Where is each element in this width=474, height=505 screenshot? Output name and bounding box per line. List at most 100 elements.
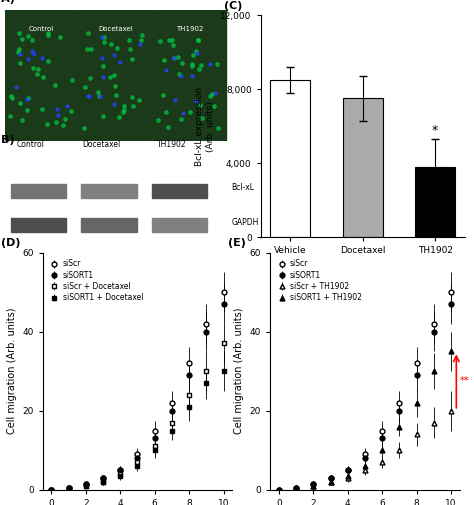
Point: [6, 112, 14, 120]
Point: [100, 113, 107, 121]
Point: [177, 72, 185, 80]
Point: [126, 36, 133, 44]
Text: (D): (D): [1, 238, 20, 248]
Point: [137, 36, 145, 44]
Bar: [11, 219, 66, 232]
Point: [83, 44, 91, 53]
Point: [117, 58, 124, 66]
Point: [14, 48, 21, 56]
Point: [154, 116, 162, 124]
Point: [64, 102, 71, 110]
Point: [81, 124, 88, 132]
Point: [24, 32, 31, 40]
Point: [175, 70, 183, 78]
Text: TH1902: TH1902: [157, 140, 187, 149]
Point: [177, 115, 185, 123]
Point: [189, 72, 196, 80]
Legend: siScr, siSORT1, siScr + TH1902, siSORT1 + TH1902: siScr, siSORT1, siScr + TH1902, siSORT1 …: [274, 257, 365, 306]
Point: [129, 102, 137, 110]
Bar: [81, 219, 137, 232]
Point: [8, 92, 15, 100]
Y-axis label: Bcl-xL expression
(Arb. units): Bcl-xL expression (Arb. units): [195, 87, 215, 166]
Text: Control: Control: [17, 140, 45, 149]
Point: [168, 36, 175, 44]
Y-axis label: Cell migration (Arb. units): Cell migration (Arb. units): [234, 308, 244, 434]
Point: [110, 99, 118, 108]
Point: [193, 48, 201, 57]
Point: [113, 43, 121, 52]
Point: [59, 121, 67, 129]
Point: [86, 74, 93, 82]
Point: [33, 70, 40, 78]
Point: [192, 97, 200, 105]
Point: [208, 90, 215, 98]
Point: [162, 66, 170, 74]
Point: [119, 109, 127, 117]
Bar: [81, 184, 137, 198]
Bar: [153, 10, 226, 141]
Point: [135, 95, 143, 104]
Point: [55, 111, 62, 119]
Point: [16, 50, 24, 59]
Point: [172, 96, 179, 104]
Point: [24, 95, 31, 104]
Point: [67, 108, 74, 116]
Point: [53, 118, 60, 126]
Point: [207, 92, 214, 100]
Point: [192, 47, 200, 56]
Point: [187, 108, 194, 116]
Point: [159, 91, 167, 99]
Text: (B): (B): [0, 135, 14, 144]
Text: Docetaxel: Docetaxel: [82, 140, 120, 149]
Text: Docetaxel: Docetaxel: [98, 26, 133, 32]
Point: [84, 29, 91, 37]
Point: [53, 105, 61, 113]
Text: (C): (C): [224, 1, 242, 11]
Point: [39, 73, 46, 81]
Point: [210, 102, 218, 110]
Point: [207, 60, 214, 68]
Point: [128, 55, 136, 63]
Point: [28, 36, 36, 44]
Point: [9, 94, 16, 103]
Point: [15, 44, 22, 53]
Point: [56, 33, 64, 41]
Point: [120, 103, 128, 111]
Point: [18, 35, 26, 43]
Point: [24, 56, 32, 64]
Point: [110, 71, 118, 79]
Bar: [5, 10, 78, 141]
Point: [156, 37, 164, 45]
Point: [95, 92, 103, 100]
Point: [196, 101, 204, 109]
Point: [17, 59, 24, 67]
Point: [17, 99, 24, 107]
Point: [85, 92, 93, 100]
Bar: [343, 98, 383, 237]
Text: TH1902: TH1902: [176, 26, 203, 32]
Bar: [11, 184, 66, 198]
Bar: [270, 80, 310, 237]
Text: **: **: [460, 376, 469, 386]
Point: [127, 45, 134, 53]
Point: [165, 36, 173, 44]
Point: [38, 54, 46, 62]
Text: *: *: [432, 124, 438, 137]
Point: [179, 109, 186, 117]
Point: [85, 92, 92, 100]
Point: [30, 50, 37, 59]
Point: [198, 114, 206, 122]
Bar: [152, 219, 208, 232]
Point: [44, 31, 51, 39]
Point: [51, 81, 58, 89]
Point: [15, 29, 22, 37]
Point: [195, 65, 203, 73]
Bar: [79, 10, 152, 141]
Point: [38, 105, 46, 113]
Point: [161, 56, 168, 64]
Point: [169, 40, 177, 48]
Point: [195, 35, 202, 43]
Point: [24, 106, 31, 114]
Bar: [415, 167, 455, 237]
Text: Bcl-xL: Bcl-xL: [231, 183, 254, 192]
